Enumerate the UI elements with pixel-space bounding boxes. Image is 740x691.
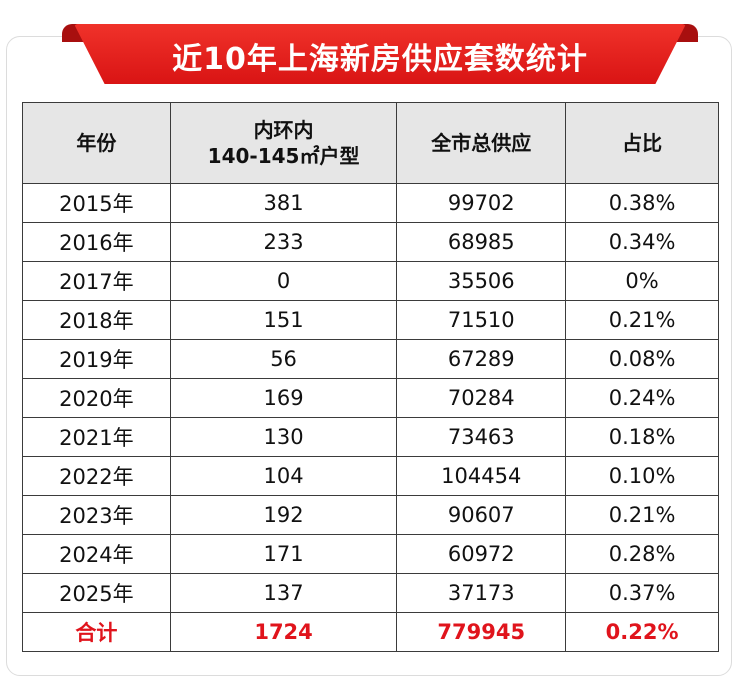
table-row: 2019年 56 67289 0.08%	[22, 339, 719, 379]
table-row: 2022年 104 104454 0.10%	[22, 456, 719, 496]
table-row: 2017年 0 35506 0%	[22, 261, 719, 301]
ratio-cell: 0.28%	[565, 534, 719, 574]
ratio-cell: 0%	[565, 261, 719, 301]
ratio-cell: 0.21%	[565, 495, 719, 535]
banner-ribbon	[74, 24, 686, 84]
ratio-cell: 0.18%	[565, 417, 719, 457]
ratio-cell: 0.08%	[565, 339, 719, 379]
year-cell: 2020年	[22, 378, 171, 418]
total-ratio-cell: 0.22%	[565, 612, 719, 652]
city-total-cell: 67289	[396, 339, 567, 379]
header-inner-ring: 内环内 140-145㎡户型	[169, 102, 398, 184]
total-label-cell: 合计	[22, 612, 171, 652]
year-cell: 2017年	[22, 261, 171, 301]
total-city-cell: 779945	[396, 612, 567, 652]
header-year: 年份	[22, 102, 171, 184]
table-row: 2021年 130 73463 0.18%	[22, 417, 719, 457]
table-row: 2020年 169 70284 0.24%	[22, 378, 719, 418]
inner-ring-count-cell: 56	[169, 339, 398, 379]
ratio-cell: 0.24%	[565, 378, 719, 418]
title-banner: 近10年上海新房供应套数统计	[62, 20, 698, 84]
inner-ring-count-cell: 137	[169, 573, 398, 613]
inner-ring-count-cell: 130	[169, 417, 398, 457]
ratio-cell: 0.34%	[565, 222, 719, 262]
year-cell: 2021年	[22, 417, 171, 457]
header-inner-ring-line2: 140-145㎡户型	[207, 144, 360, 168]
inner-ring-count-cell: 104	[169, 456, 398, 496]
city-total-cell: 90607	[396, 495, 567, 535]
header-ratio: 占比	[565, 102, 719, 184]
table-row: 2024年 171 60972 0.28%	[22, 534, 719, 574]
supply-table: 年份 内环内 140-145㎡户型 全市总供应 占比 2015年 381 99702…	[22, 102, 719, 652]
table-row: 2018年 151 71510 0.21%	[22, 300, 719, 340]
city-total-cell: 71510	[396, 300, 567, 340]
table-header-row: 年份 内环内 140-145㎡户型 全市总供应 占比	[22, 102, 719, 184]
city-total-cell: 70284	[396, 378, 567, 418]
year-cell: 2018年	[22, 300, 171, 340]
ratio-cell: 0.10%	[565, 456, 719, 496]
ratio-cell: 0.37%	[565, 573, 719, 613]
header-inner-ring-line1: 内环内	[253, 118, 314, 142]
year-cell: 2025年	[22, 573, 171, 613]
inner-ring-count-cell: 171	[169, 534, 398, 574]
table-row: 2025年 137 37173 0.37%	[22, 573, 719, 613]
year-cell: 2022年	[22, 456, 171, 496]
city-total-cell: 104454	[396, 456, 567, 496]
ratio-cell: 0.38%	[565, 183, 719, 223]
inner-ring-count-cell: 192	[169, 495, 398, 535]
ratio-cell: 0.21%	[565, 300, 719, 340]
page-title: 近10年上海新房供应套数统计	[172, 42, 588, 77]
total-row: 合计 1724 779945 0.22%	[22, 612, 719, 652]
city-total-cell: 68985	[396, 222, 567, 262]
year-cell: 2016年	[22, 222, 171, 262]
year-cell: 2019年	[22, 339, 171, 379]
inner-ring-count-cell: 233	[169, 222, 398, 262]
inner-ring-count-cell: 381	[169, 183, 398, 223]
table-row: 2015年 381 99702 0.38%	[22, 183, 719, 223]
total-inner-ring-cell: 1724	[169, 612, 398, 652]
table-row: 2023年 192 90607 0.21%	[22, 495, 719, 535]
city-total-cell: 73463	[396, 417, 567, 457]
inner-ring-count-cell: 0	[169, 261, 398, 301]
header-city-total: 全市总供应	[396, 102, 567, 184]
year-cell: 2015年	[22, 183, 171, 223]
city-total-cell: 60972	[396, 534, 567, 574]
inner-ring-count-cell: 169	[169, 378, 398, 418]
inner-ring-count-cell: 151	[169, 300, 398, 340]
city-total-cell: 99702	[396, 183, 567, 223]
city-total-cell: 35506	[396, 261, 567, 301]
year-cell: 2024年	[22, 534, 171, 574]
year-cell: 2023年	[22, 495, 171, 535]
city-total-cell: 37173	[396, 573, 567, 613]
table-row: 2016年 233 68985 0.34%	[22, 222, 719, 262]
